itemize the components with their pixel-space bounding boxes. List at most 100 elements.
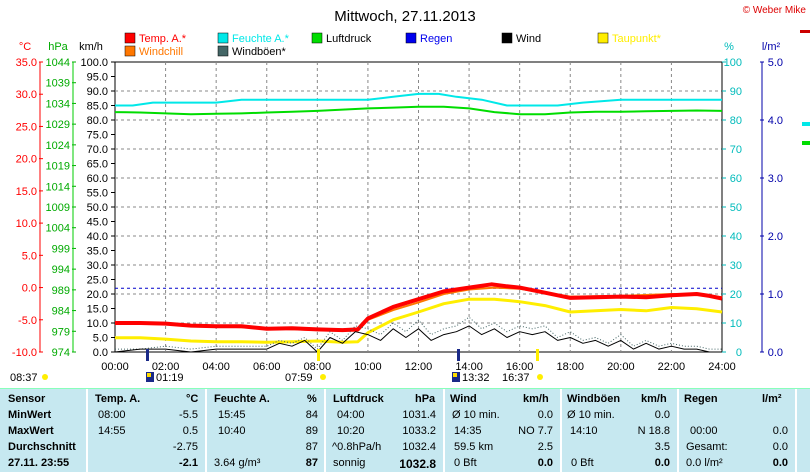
pressure-tick-label: 1044 bbox=[46, 57, 70, 69]
wind-tick-label: 40.0 bbox=[87, 231, 108, 243]
pressure-tick-label: 1009 bbox=[46, 202, 70, 214]
wind-tick-label: 100.0 bbox=[80, 57, 108, 69]
header-humidity-unit: % bbox=[307, 393, 317, 405]
pressure-tick-label: 1029 bbox=[46, 119, 70, 131]
x-tick-label: 24:00 bbox=[708, 361, 736, 373]
x-tick-label: 04:00 bbox=[202, 361, 230, 373]
sun-icon bbox=[42, 374, 48, 380]
humidity-tick-label: 0 bbox=[736, 347, 742, 359]
max-humidity-time: 10:40 bbox=[218, 425, 246, 437]
legend-label: Wind bbox=[516, 33, 541, 45]
max-gust-value: N 18.8 bbox=[637, 425, 670, 437]
time-marker bbox=[146, 349, 149, 361]
temp-axis-unit: °C bbox=[19, 41, 31, 53]
series-line-wind bbox=[114, 325, 722, 353]
avg-wind-value: 2.5 bbox=[537, 441, 553, 453]
min-gust-value: 0.0 bbox=[654, 409, 670, 421]
wind-axis-unit: km/h bbox=[79, 41, 103, 53]
absolute-humidity: 3.64 g/m³ bbox=[214, 457, 261, 469]
x-tick-label: 08:00 bbox=[304, 361, 332, 373]
header-gusts: Windböen bbox=[567, 393, 621, 405]
temp-tick-label: 25.0 bbox=[16, 121, 37, 133]
max-rain-value: 0.0 bbox=[772, 425, 788, 437]
avg-pressure-value: 1032.4 bbox=[402, 441, 436, 453]
series-line-tempa bbox=[115, 282, 723, 333]
temp-tick-label: 35.0 bbox=[16, 57, 37, 69]
max-gust-time: 14:10 bbox=[570, 425, 598, 437]
wind-tick-label: 55.0 bbox=[87, 188, 108, 200]
pressure-tick-label: 984 bbox=[52, 306, 70, 318]
row-label-current: 27.11. 23:55 bbox=[8, 457, 70, 469]
copyright-text: © Weber Mike bbox=[743, 5, 807, 16]
current-wind-value: 0.0 bbox=[537, 457, 553, 469]
time-marker bbox=[317, 349, 320, 361]
wind-tick-label: 65.0 bbox=[87, 159, 108, 171]
header-rain: Regen bbox=[684, 393, 718, 405]
max-temp-value: 0.5 bbox=[182, 425, 198, 437]
max-wind-time: 14:35 bbox=[454, 425, 482, 437]
humidity-tick-label: 50 bbox=[730, 202, 742, 214]
humidity-tick-label: 70 bbox=[730, 144, 742, 156]
min-temp-value: -5.5 bbox=[179, 409, 198, 421]
pressure-tick-label: 994 bbox=[52, 264, 70, 276]
wind-tick-label: 90.0 bbox=[87, 86, 108, 98]
x-tick-label: 18:00 bbox=[556, 361, 584, 373]
header-pressure-unit: hPa bbox=[415, 393, 436, 405]
time-marker bbox=[457, 349, 460, 361]
x-tick-label: 22:00 bbox=[658, 361, 686, 373]
wind-tick-label: 5.0 bbox=[93, 333, 108, 345]
x-tick-label: 20:00 bbox=[607, 361, 635, 373]
wind-tick-label: 35.0 bbox=[87, 246, 108, 258]
temp-tick-label: 15.0 bbox=[16, 186, 37, 198]
edge-artifact bbox=[802, 141, 810, 145]
header-pressure: Luftdruck bbox=[333, 393, 384, 405]
rain-tick-label: 5.0 bbox=[768, 57, 783, 69]
x-tick-label: 02:00 bbox=[152, 361, 180, 373]
legend-label: Windböen* bbox=[232, 46, 287, 58]
max-rain-time: 00:00 bbox=[690, 425, 718, 437]
wind-tick-label: 0.0 bbox=[93, 347, 108, 359]
weather-chart: Mittwoch, 27.11.2013 © Weber Mike Temp. A.… bbox=[10, 5, 810, 384]
legend-swatch bbox=[124, 32, 136, 44]
rain-axis-unit: l/m² bbox=[762, 41, 781, 53]
wind-tick-label: 15.0 bbox=[87, 304, 108, 316]
legend-label: Luftdruck bbox=[326, 33, 372, 45]
temp-tick-label: 30.0 bbox=[16, 89, 37, 101]
header-humidity: Feuchte A. bbox=[214, 393, 270, 405]
row-label-min: MinWert bbox=[8, 409, 52, 421]
max-humidity-value: 89 bbox=[305, 425, 318, 437]
min-pressure-time: 04:00 bbox=[337, 409, 365, 421]
series-line-feuchtea bbox=[115, 92, 722, 107]
header-wind: Wind bbox=[450, 393, 477, 405]
humidity-tick-label: 40 bbox=[730, 231, 742, 243]
header-temp-unit: °C bbox=[186, 393, 199, 405]
avg-humidity-value: 87 bbox=[305, 441, 318, 453]
pressure-tick-label: 1004 bbox=[46, 223, 70, 235]
wind-tick-label: 50.0 bbox=[87, 202, 108, 214]
rain-total-value: 0.0 bbox=[772, 441, 788, 453]
wind-tick-label: 80.0 bbox=[87, 115, 108, 127]
edge-artifact bbox=[802, 122, 810, 126]
temp-tick-label: -10.0 bbox=[12, 347, 37, 359]
humidity-axis-unit: % bbox=[724, 41, 734, 53]
series-line-luftdruck bbox=[114, 105, 723, 116]
wind-tick-label: 30.0 bbox=[87, 260, 108, 272]
statistics-table: Sensor Temp. A. °C Feuchte A. % Luftdruc… bbox=[0, 388, 810, 472]
temp-tick-label: 5.0 bbox=[22, 250, 37, 262]
moon-time-label: 13:32 bbox=[462, 372, 490, 384]
wind-tick-label: 20.0 bbox=[87, 289, 108, 301]
header-sensor: Sensor bbox=[8, 393, 46, 405]
legend-swatch bbox=[124, 45, 136, 57]
wind-tick-label: 75.0 bbox=[87, 130, 108, 142]
sunrise-time-label: 08:37 bbox=[10, 372, 38, 384]
sun-icon bbox=[320, 374, 326, 380]
legend-swatch bbox=[217, 45, 229, 57]
pressure-tick-label: 974 bbox=[52, 347, 70, 359]
legend-label: Windchill bbox=[139, 46, 183, 58]
max-pressure-value: 1033.2 bbox=[402, 425, 436, 437]
sun-time-label: 07:59 bbox=[285, 372, 313, 384]
humidity-tick-label: 60 bbox=[730, 173, 742, 185]
current-gust-bft: 0 Bft bbox=[571, 457, 594, 469]
x-tick-label: 12:00 bbox=[405, 361, 433, 373]
moon-icon-mark bbox=[453, 373, 457, 377]
